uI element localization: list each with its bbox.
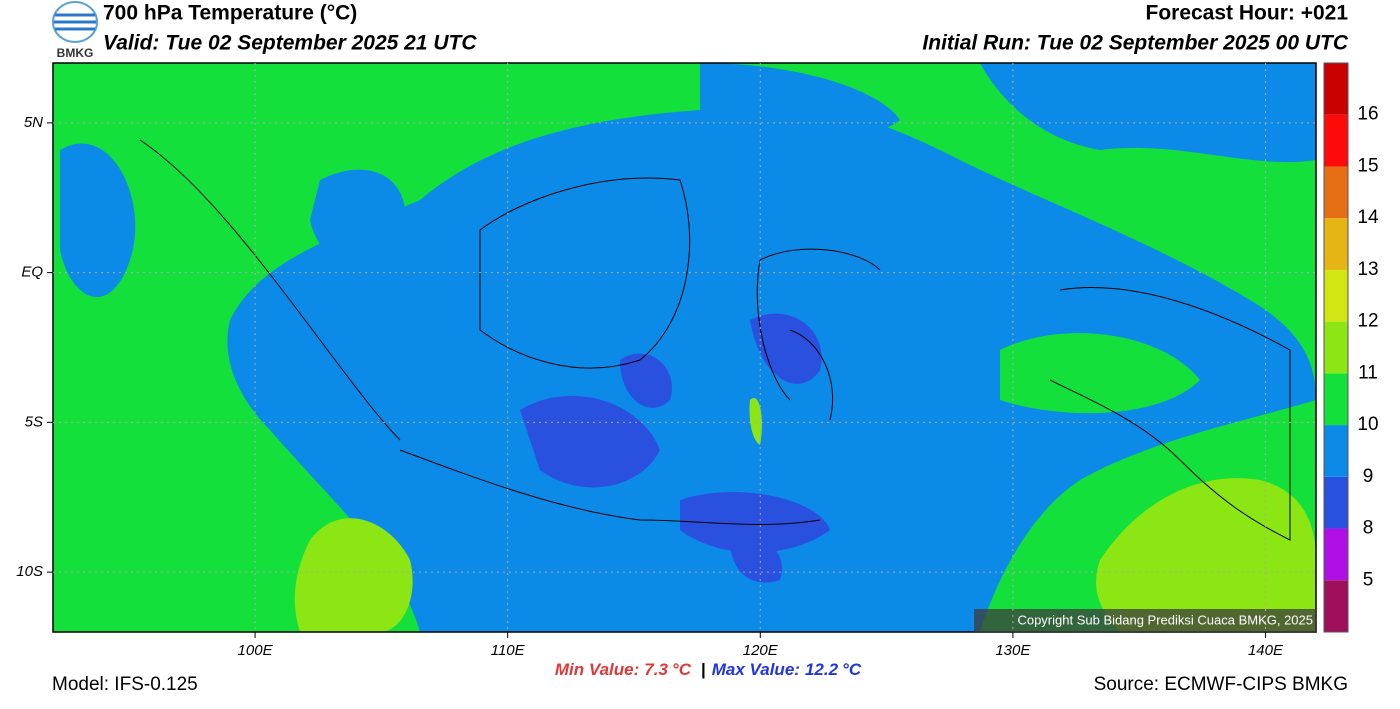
forecast-hour: Forecast Hour: +021 <box>1146 2 1349 25</box>
model: Model: IFS-0.125 <box>52 674 198 695</box>
stats: Min Value: 7.3 °C | Max Value: 12.2 °C <box>555 660 862 679</box>
colorbar-segment <box>1324 166 1348 219</box>
min-unit: °C <box>672 660 692 679</box>
copyright: Copyright Sub Bidang Prediksi Cuaca BMKG… <box>1017 612 1313 627</box>
separator: | <box>701 660 706 679</box>
colorbar-label: 12 <box>1357 311 1378 332</box>
valid-time: Valid: Tue 02 September 2025 21 UTC <box>103 32 477 55</box>
colorbar-label: 13 <box>1357 259 1378 280</box>
max-value: 12.2 <box>805 660 839 679</box>
max-unit: °C <box>842 660 862 679</box>
min-value: 7.3 <box>644 660 668 679</box>
colorbar-label: 9 <box>1363 466 1374 487</box>
max-label: Max Value: <box>712 660 800 679</box>
colorbar-segment <box>1324 580 1348 632</box>
colorbar-label: 16 <box>1357 104 1378 125</box>
x-tick-label: 130E <box>995 642 1031 659</box>
logo: BMKG <box>52 1 98 60</box>
colorbar-segment <box>1324 63 1348 115</box>
y-tick-label: 5S <box>25 413 43 430</box>
colorbar-segment <box>1324 114 1348 167</box>
colorbar-segment <box>1324 321 1348 374</box>
map-frame <box>52 62 1317 633</box>
colorbar-label: 14 <box>1357 207 1379 228</box>
min-label: Min Value: <box>555 660 639 679</box>
initial-run: Initial Run: Tue 02 September 2025 00 UT… <box>922 32 1348 55</box>
colorbar-segment <box>1324 269 1348 322</box>
colorbar-label: 10 <box>1357 414 1378 435</box>
colorbar-label: 11 <box>1358 362 1378 383</box>
x-tick-label: 110E <box>491 642 526 659</box>
colorbar-frame <box>1323 62 1349 633</box>
y-tick-label: 5N <box>24 114 43 131</box>
x-tick-label: 100E <box>238 642 274 659</box>
colorbar-segment <box>1324 528 1348 581</box>
colorbar-label: 8 <box>1363 518 1374 539</box>
copyright-box <box>974 609 1316 632</box>
logo-text: BMKG <box>57 46 94 60</box>
y-tick-label: 10S <box>16 563 43 580</box>
colorbar-segment <box>1324 373 1348 426</box>
title: 700 hPa Temperature (°C) <box>103 2 357 25</box>
x-tick-label: 140E <box>1248 642 1284 659</box>
colorbar-segment <box>1324 476 1348 529</box>
colorbar-label: 5 <box>1363 569 1374 590</box>
colorbar-segment <box>1324 218 1348 270</box>
colorbar-segment <box>1324 425 1348 477</box>
y-tick-label: EQ <box>21 264 43 281</box>
colorbar-label: 15 <box>1357 155 1378 176</box>
temperature-field <box>53 63 1316 632</box>
source: Source: ECMWF-CIPS BMKG <box>1094 674 1348 695</box>
x-tick-label: 120E <box>743 642 779 659</box>
